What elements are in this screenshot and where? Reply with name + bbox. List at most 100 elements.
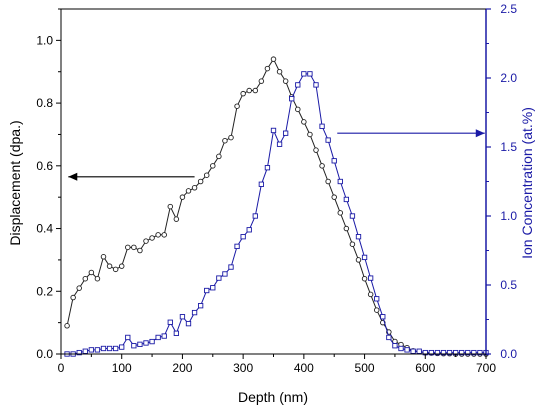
- series-right-point: [307, 71, 313, 77]
- series-left-point: [222, 137, 228, 144]
- series-right-point: [343, 196, 350, 203]
- y-left-tick-label: 0.4: [36, 222, 53, 236]
- series-right-point: [428, 349, 435, 356]
- series-right-point: [240, 234, 246, 240]
- series-right-point: [106, 345, 113, 352]
- y-left-tick-label: 1.0: [36, 33, 53, 47]
- arrow-to-left-axis: [68, 172, 195, 181]
- series-left-point: [282, 78, 289, 84]
- series-left-point: [258, 78, 265, 84]
- x-tick-label: 100: [112, 361, 132, 375]
- series-left-point: [240, 90, 246, 97]
- series-left-point: [295, 106, 301, 113]
- series-right-point: [361, 254, 368, 261]
- series-left-point: [197, 178, 204, 185]
- series-right-point: [301, 71, 307, 77]
- y-right-tick-label: 1.5: [500, 140, 517, 154]
- series-left-point: [82, 275, 89, 282]
- series-right-point: [367, 275, 374, 281]
- series-left-point: [355, 257, 362, 263]
- series-right-point: [258, 181, 265, 187]
- series-right-point: [398, 345, 404, 352]
- series-right-point: [446, 349, 453, 356]
- series-right-point: [185, 320, 192, 327]
- series-right-point: [289, 96, 295, 102]
- series-right-line: [67, 73, 486, 355]
- series-right-point: [143, 340, 149, 346]
- series-right-point: [465, 349, 471, 356]
- series-left-point: [106, 263, 113, 269]
- series-left-point: [361, 275, 368, 282]
- series-right-point: [125, 334, 131, 341]
- arrow-to-right-axis: [337, 129, 485, 138]
- series-left-point: [94, 275, 101, 282]
- series-right-point: [210, 285, 216, 291]
- x-axis-title: Depth (nm): [238, 389, 308, 405]
- series-left-point: [373, 307, 380, 313]
- series-left-point: [319, 163, 325, 169]
- arrow-head: [68, 172, 78, 181]
- x-tick-label: 600: [415, 361, 435, 375]
- series-left-point: [264, 65, 271, 72]
- series-right-point: [161, 333, 167, 339]
- series-right-point: [216, 275, 222, 281]
- series-left-point: [276, 68, 283, 75]
- y-left-axis-title: Displacement (dpa.): [7, 120, 23, 245]
- series-right-point: [112, 345, 119, 352]
- series-left-point: [70, 294, 76, 301]
- y-left-tick-label: 0.2: [36, 284, 53, 298]
- series-right-point: [119, 344, 125, 350]
- series-right-point: [282, 130, 289, 136]
- y-left-tick-label: 0.6: [36, 159, 53, 173]
- series-left-point: [301, 119, 307, 125]
- series-right-point: [197, 303, 204, 309]
- x-tick-label: 400: [294, 361, 314, 375]
- series-right-point: [270, 127, 277, 134]
- series-right-point: [94, 347, 101, 353]
- series-left-point: [185, 188, 192, 194]
- series-left-point: [210, 163, 216, 169]
- series-right-point: [191, 309, 198, 316]
- series-left-point: [313, 147, 319, 153]
- series-right-point: [416, 348, 422, 354]
- series-right-point: [386, 334, 392, 341]
- y-left-tick-label: 0.8: [36, 96, 53, 110]
- series-left-point: [367, 291, 374, 298]
- series-right-point: [355, 234, 362, 240]
- axes: 0 100 200 300 400 500 600 700 0.0 0.2 0.4 0.6 0.8 1.0…: [36, 2, 517, 375]
- y-right-tick-label: 0.5: [500, 278, 517, 292]
- x-tick-label: 200: [172, 361, 192, 375]
- series-left-point: [167, 203, 174, 210]
- series-left-point: [112, 266, 119, 273]
- series-left-point: [270, 56, 277, 62]
- series-right-point: [246, 227, 252, 233]
- series-right-point: [149, 338, 155, 345]
- series-left-point: [246, 87, 252, 94]
- series-right-point: [440, 349, 447, 356]
- y-right-axis-title: Ion Concentration (at.%): [519, 107, 535, 259]
- series-right-point: [234, 243, 240, 250]
- series-left-point: [100, 254, 107, 260]
- series-right-point: [167, 319, 173, 325]
- series-left-line: [66, 58, 486, 355]
- plot-area: [64, 56, 489, 357]
- series-left-point: [337, 210, 344, 216]
- series-left-point: [125, 244, 131, 251]
- series-right-point: [477, 349, 483, 356]
- x-tick-label: 300: [233, 361, 253, 375]
- arrow-head: [475, 129, 485, 138]
- series-right-point: [179, 314, 186, 320]
- series-right-point: [404, 347, 410, 353]
- series-right-point: [410, 348, 416, 354]
- series-left-point: [252, 87, 259, 94]
- series-right-point: [434, 349, 441, 356]
- series-right-point: [137, 341, 143, 347]
- series-right-point: [337, 178, 343, 185]
- series-left-point: [331, 194, 337, 200]
- series-right-point: [319, 123, 325, 129]
- y-left-tick-label: 0.0: [36, 347, 53, 361]
- series-left-point: [131, 244, 137, 251]
- series-left-point: [118, 263, 125, 269]
- series-left-point: [191, 185, 198, 191]
- series-right-point: [276, 141, 283, 147]
